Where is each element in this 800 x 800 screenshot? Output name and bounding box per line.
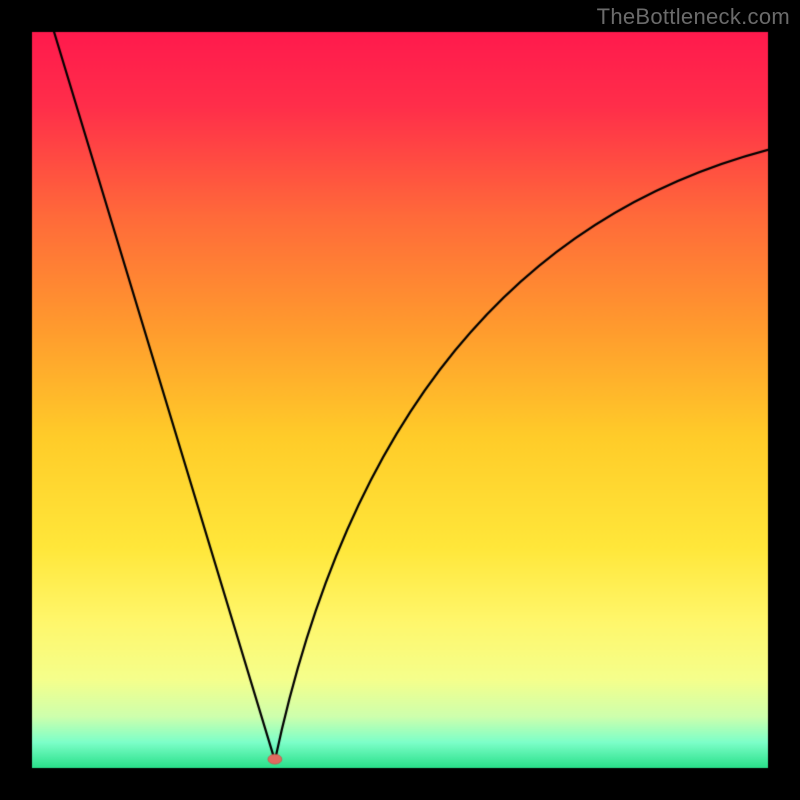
bottleneck-curve-chart xyxy=(0,0,800,800)
watermark-text: TheBottleneck.com xyxy=(597,4,790,30)
